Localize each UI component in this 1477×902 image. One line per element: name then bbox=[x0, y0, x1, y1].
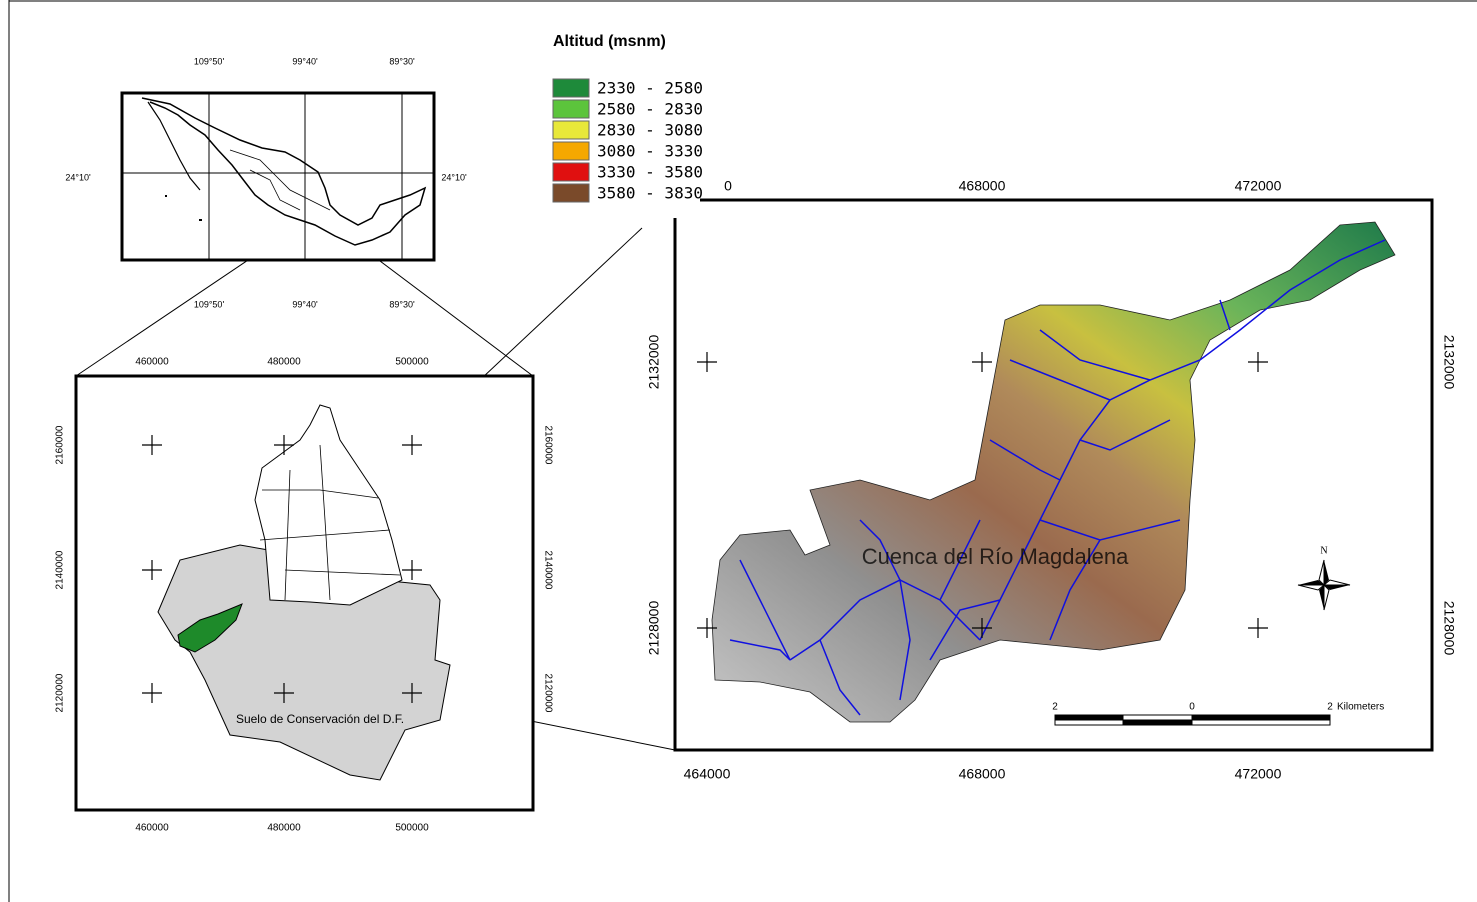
legend-label: 3580 - 3830 bbox=[597, 184, 703, 203]
coordinate-label: 480000 bbox=[267, 357, 301, 368]
legend-label: 2330 - 2580 bbox=[597, 79, 703, 98]
legend-swatch bbox=[553, 121, 589, 139]
coordinate-label: 24°10' bbox=[441, 172, 467, 182]
coordinate-label: 460000 bbox=[135, 823, 169, 834]
legend-swatch bbox=[553, 184, 589, 202]
scale-bar bbox=[1055, 715, 1330, 725]
coordinate-label: 2120000 bbox=[542, 674, 553, 713]
coordinate-label: 2140000 bbox=[55, 550, 66, 589]
legend-swatch bbox=[553, 79, 589, 97]
coordinate-label: 2128000 bbox=[646, 601, 662, 656]
legend: Altitud (msnm) 2330 - 2580 2580 - 2830 2830… bbox=[545, 33, 703, 218]
coordinate-label: 500000 bbox=[395, 823, 429, 834]
coordinate-label: 24°10' bbox=[65, 172, 91, 182]
coordinate-label: 500000 bbox=[395, 357, 429, 368]
coordinate-label: 468000 bbox=[959, 178, 1006, 194]
mexico-inset bbox=[122, 93, 434, 260]
coordinate-label: 2 bbox=[1052, 702, 1058, 713]
coordinate-label: 2160000 bbox=[55, 425, 66, 464]
legend-label: 2830 - 3080 bbox=[597, 121, 703, 140]
coordinate-label: Cuenca del Río Magdalena bbox=[862, 544, 1129, 569]
legend-label: 3080 - 3330 bbox=[597, 142, 703, 161]
legend-label: 2580 - 2830 bbox=[597, 100, 703, 119]
coordinate-label: 2160000 bbox=[542, 426, 553, 465]
coordinate-label: 2132000 bbox=[1441, 335, 1457, 390]
coordinate-label: 2128000 bbox=[1441, 601, 1457, 656]
coordinate-label: 99°40' bbox=[292, 299, 318, 309]
coordinate-label: 480000 bbox=[267, 823, 301, 834]
legend-swatch bbox=[553, 163, 589, 181]
coordinate-label: 2 bbox=[1327, 702, 1333, 713]
coordinate-label: 2132000 bbox=[646, 335, 662, 390]
coordinate-label: 0 bbox=[1189, 702, 1195, 713]
legend-swatch bbox=[553, 142, 589, 160]
legend-swatch bbox=[553, 100, 589, 118]
coordinate-label: 464000 bbox=[684, 766, 731, 782]
coordinate-label: 109°50' bbox=[194, 56, 225, 66]
coordinate-label: 472000 bbox=[1235, 766, 1282, 782]
coordinate-label: N bbox=[1320, 545, 1327, 556]
legend-title: Altitud (msnm) bbox=[553, 33, 666, 50]
coordinate-label: 460000 bbox=[135, 357, 169, 368]
coordinate-label: 2140000 bbox=[542, 551, 553, 590]
map-page: Altitud (msnm) 2330 - 2580 2580 - 2830 2830… bbox=[0, 0, 1477, 902]
coordinate-label: 2120000 bbox=[55, 673, 66, 712]
coordinate-label: Kilometers bbox=[1337, 702, 1384, 713]
df-inset bbox=[76, 376, 533, 810]
main-map bbox=[675, 200, 1432, 750]
coordinate-label: 472000 bbox=[1235, 178, 1282, 194]
legend-label: 3330 - 3580 bbox=[597, 163, 703, 182]
coordinate-label: 109°50' bbox=[194, 299, 225, 309]
coordinate-label: 468000 bbox=[959, 766, 1006, 782]
coordinate-label: 89°30' bbox=[389, 299, 415, 309]
coordinate-label: 89°30' bbox=[389, 56, 415, 66]
coordinate-label: Suelo de Conservación del D.F. bbox=[236, 712, 404, 726]
coordinate-label: 0 bbox=[724, 178, 732, 194]
coordinate-label: 99°40' bbox=[292, 56, 318, 66]
